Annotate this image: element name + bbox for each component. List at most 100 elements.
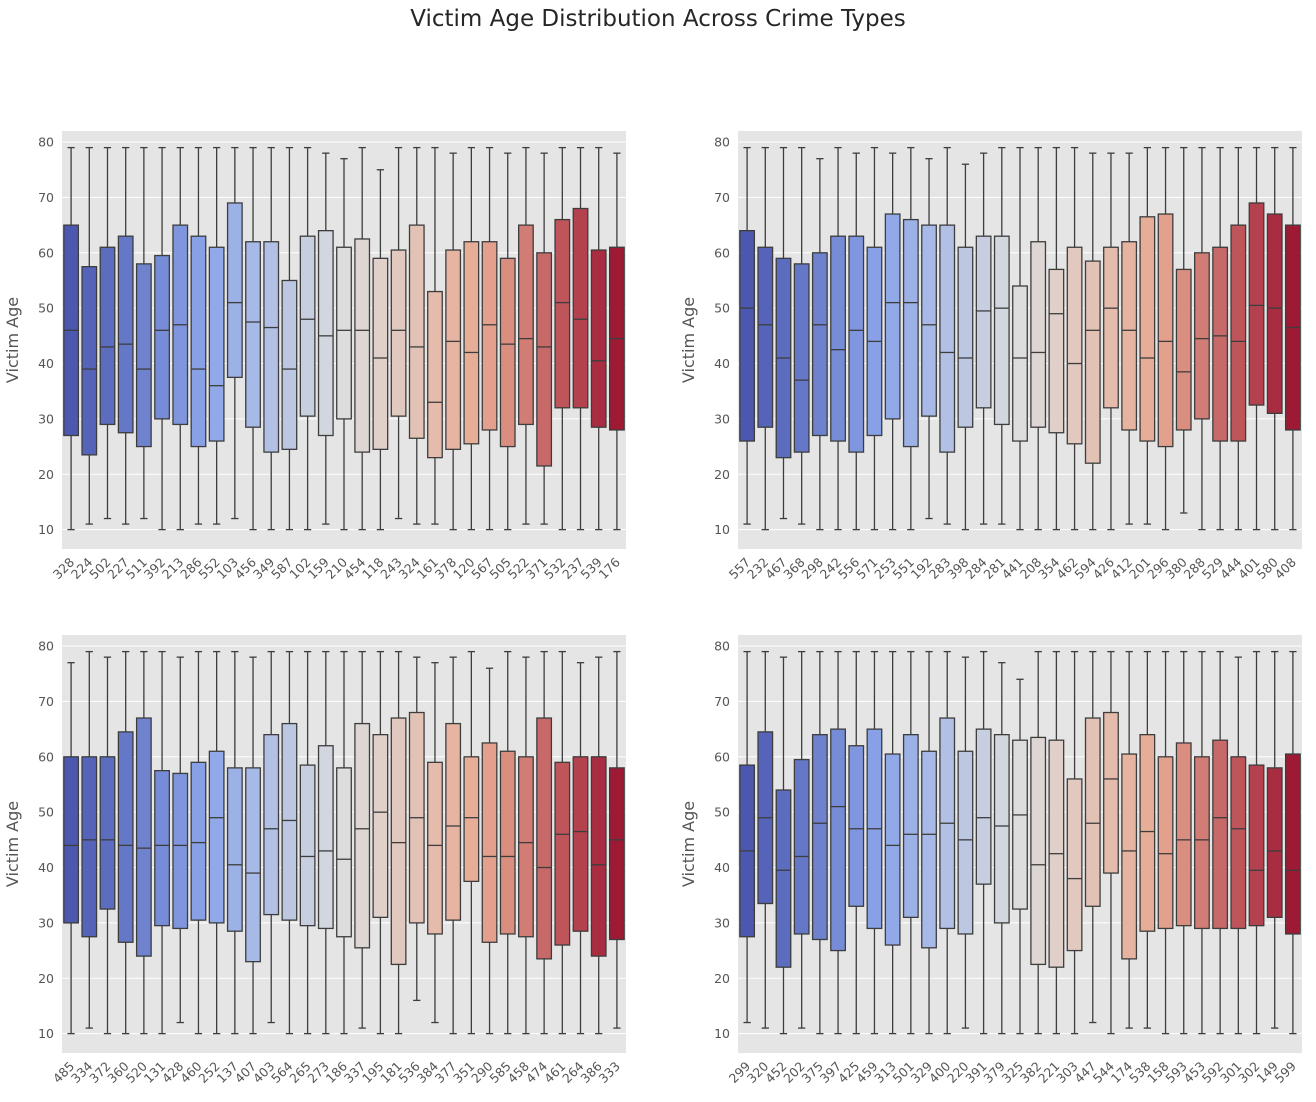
iqr-box: [1212, 246, 1229, 442]
iqr-box: [172, 772, 189, 930]
iqr-box: [957, 750, 974, 935]
box-567: [481, 146, 498, 531]
iqr-box: [902, 218, 919, 448]
box-201: [1139, 146, 1156, 525]
y-tick-label: 50: [714, 301, 730, 316]
iqr-box: [608, 767, 625, 941]
iqr-box: [975, 728, 992, 885]
box-375: [811, 650, 828, 1035]
iqr-box: [1284, 753, 1301, 935]
box-301: [1230, 656, 1247, 1035]
iqr-box: [811, 252, 828, 437]
iqr-box: [739, 230, 756, 442]
iqr-box: [99, 246, 116, 426]
iqr-box: [372, 734, 389, 919]
iqr-box: [117, 731, 134, 943]
box-580: [1266, 146, 1283, 531]
box-587: [281, 146, 298, 531]
iqr-box: [793, 758, 810, 935]
iqr-box: [1084, 260, 1101, 464]
box-456: [245, 146, 261, 531]
iqr-box: [481, 241, 498, 431]
iqr-box: [518, 756, 534, 938]
y-tick-label: 30: [714, 915, 730, 930]
y-tick-label: 70: [38, 190, 54, 205]
box-412: [1121, 152, 1138, 525]
box-186: [336, 650, 352, 1035]
box-324: [408, 146, 425, 525]
iqr-box: [190, 761, 207, 921]
box-220: [957, 656, 974, 1029]
y-axis-label: Victim Age: [3, 297, 22, 383]
iqr-box: [390, 717, 407, 966]
y-tick-label: 10: [714, 1026, 730, 1041]
box-454: [354, 146, 371, 531]
iqr-box: [1266, 767, 1283, 919]
iqr-box: [245, 767, 261, 963]
box-557: [739, 146, 756, 525]
box-532: [554, 146, 571, 531]
iqr-box: [299, 235, 316, 417]
box-462: [1066, 146, 1083, 531]
box-593: [1175, 650, 1192, 1035]
iqr-box: [1030, 736, 1047, 966]
box-299: [739, 650, 756, 1024]
box-360: [117, 650, 134, 1035]
iqr-box: [1139, 216, 1156, 442]
iqr-box: [154, 769, 170, 927]
iqr-box: [830, 728, 846, 952]
y-tick-label: 40: [38, 356, 54, 371]
iqr-box: [63, 756, 80, 924]
y-tick-label: 30: [714, 411, 730, 426]
y-tick-label: 50: [38, 805, 54, 820]
box-403: [263, 650, 280, 1024]
iqr-box: [1194, 252, 1210, 420]
box-328: [63, 146, 80, 531]
iqr-box: [135, 717, 152, 957]
iqr-box: [190, 235, 207, 448]
iqr-box: [536, 252, 553, 467]
box-536: [408, 656, 425, 1002]
box-398: [957, 163, 974, 531]
y-tick-label: 10: [714, 522, 730, 537]
iqr-box: [263, 734, 280, 916]
iqr-box: [281, 279, 298, 450]
box-313: [884, 650, 901, 1035]
iqr-box: [390, 249, 407, 417]
iqr-box: [1175, 268, 1192, 431]
y-tick-label: 30: [38, 915, 54, 930]
iqr-box: [445, 249, 462, 450]
iqr-box: [1175, 742, 1192, 927]
iqr-box: [208, 246, 225, 442]
y-tick-label: 10: [38, 522, 54, 537]
y-tick-label: 60: [38, 245, 54, 260]
box-303: [1066, 650, 1083, 1035]
box-501: [902, 650, 919, 1035]
box-252: [208, 650, 225, 1035]
y-tick-label: 70: [714, 694, 730, 709]
box-564: [281, 650, 298, 1035]
box-302: [1248, 650, 1265, 1035]
box-391: [975, 650, 992, 1035]
iqr-box: [590, 756, 607, 957]
iqr-box: [884, 753, 901, 946]
box-253: [884, 152, 901, 531]
box-333: [608, 650, 625, 1029]
y-tick-label: 70: [38, 694, 54, 709]
iqr-box: [499, 257, 516, 448]
box-290: [481, 667, 498, 1035]
iqr-box: [336, 246, 352, 420]
box-551: [902, 146, 919, 531]
iqr-box: [281, 722, 298, 921]
iqr-box: [208, 750, 225, 924]
box-400: [939, 650, 956, 1035]
x-tick-label: 333: [596, 1059, 623, 1086]
iqr-box: [921, 750, 937, 949]
y-tick-label: 40: [714, 860, 730, 875]
box-447: [1084, 650, 1101, 1024]
box-298: [811, 158, 828, 531]
box-288: [1194, 146, 1210, 531]
box-243: [390, 146, 407, 520]
